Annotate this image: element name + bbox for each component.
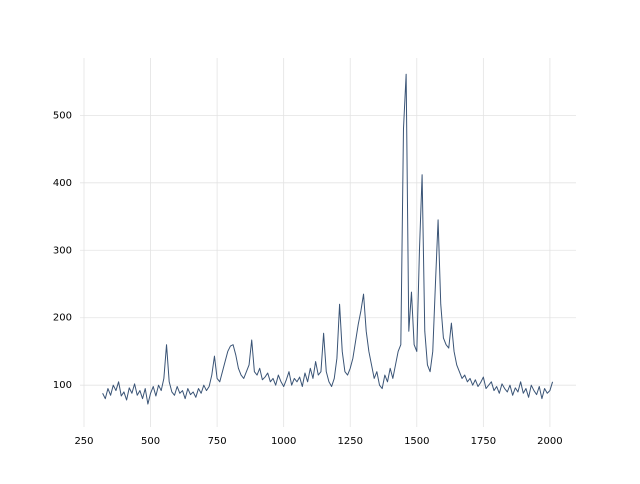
x-tick-label: 1000 xyxy=(271,436,296,447)
y-tick-label: 200 xyxy=(53,313,72,324)
x-tick-label: 1250 xyxy=(338,436,363,447)
y-tick-label: 100 xyxy=(53,380,72,391)
x-tick-label: 1500 xyxy=(404,436,429,447)
y-tick-label: 500 xyxy=(53,110,72,121)
x-tick-label: 1750 xyxy=(471,436,496,447)
y-tick-label: 400 xyxy=(53,178,72,189)
x-tick-label: 750 xyxy=(208,436,227,447)
y-tick-label: 300 xyxy=(53,245,72,256)
x-tick-label: 250 xyxy=(74,436,93,447)
x-tick-label: 2000 xyxy=(537,436,562,447)
data-line xyxy=(102,73,554,405)
x-tick-label: 500 xyxy=(141,436,160,447)
